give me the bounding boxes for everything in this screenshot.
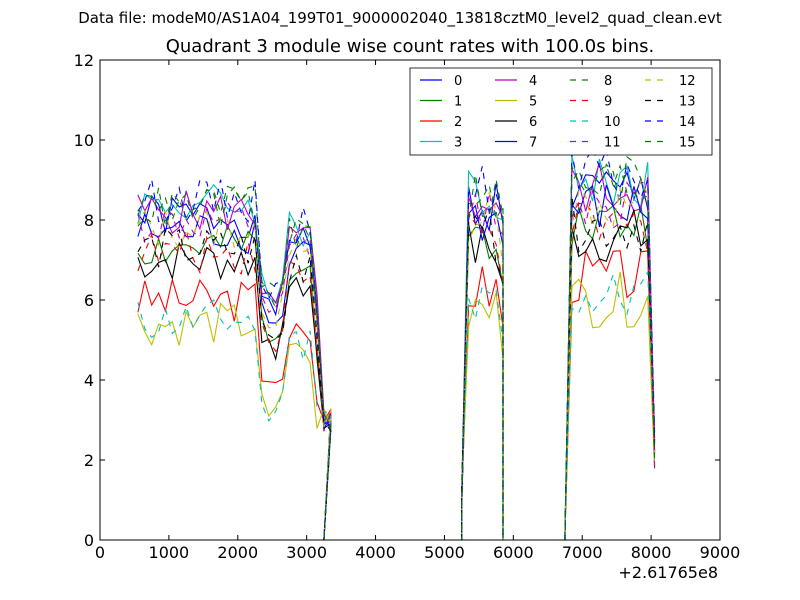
series-line-1 xyxy=(137,204,656,540)
legend-label-5: 5 xyxy=(529,95,537,110)
legend-label-3: 3 xyxy=(454,136,462,151)
x-tick-label: 6000 xyxy=(493,543,534,562)
legend-label-13: 13 xyxy=(679,95,696,110)
y-tick-label: 12 xyxy=(74,51,94,70)
legend-label-8: 8 xyxy=(604,74,612,89)
series-line-9 xyxy=(137,202,656,540)
legend-box xyxy=(409,67,713,156)
y-tick-label: 10 xyxy=(74,131,94,150)
legend-label-14: 14 xyxy=(679,115,696,130)
legend-label-6: 6 xyxy=(529,115,537,130)
y-tick-label: 4 xyxy=(84,371,94,390)
y-tick-label: 6 xyxy=(84,291,94,310)
x-tick-label: 1000 xyxy=(149,543,190,562)
series-line-12 xyxy=(137,179,656,540)
legend-label-4: 4 xyxy=(529,74,537,89)
y-tick-label: 0 xyxy=(84,531,94,550)
x-tick-label: 0 xyxy=(95,543,105,562)
x-tick-label: 5000 xyxy=(424,543,465,562)
legend-label-12: 12 xyxy=(679,74,696,89)
series-line-6 xyxy=(137,208,656,540)
series-line-13 xyxy=(137,196,656,540)
y-tick-label: 8 xyxy=(84,211,94,230)
series-line-2 xyxy=(137,249,656,540)
axis-ticks: 0 1000 2000 3000 4000 5000 6000 7000 8000 9000 0 2 4… xyxy=(74,51,741,562)
x-tick-label: 7000 xyxy=(562,543,603,562)
x-tick-label: 4000 xyxy=(355,543,396,562)
chart-title: Quadrant 3 module wise count rates with … xyxy=(165,36,655,57)
legend-label-9: 9 xyxy=(604,95,612,110)
legend-label-1: 1 xyxy=(454,95,462,110)
legend-label-11: 11 xyxy=(604,136,621,151)
series-line-4 xyxy=(137,162,656,540)
legend-label-7: 7 xyxy=(529,136,537,151)
legend-label-2: 2 xyxy=(454,115,462,130)
series-line-5 xyxy=(137,272,656,540)
series-line-10 xyxy=(137,270,656,540)
plot-lines xyxy=(137,147,656,540)
y-tick-label: 2 xyxy=(84,451,94,470)
legend-label-10: 10 xyxy=(604,115,621,130)
x-tick-label: 9000 xyxy=(700,543,741,562)
x-tick-label: 2000 xyxy=(217,543,258,562)
legend-label-0: 0 xyxy=(454,74,462,89)
legend-label-15: 15 xyxy=(679,136,696,151)
figure-suptitle: Data file: modeM0/AS1A04_199T01_90000020… xyxy=(78,9,722,27)
x-tick-label: 8000 xyxy=(631,543,672,562)
x-axis-offset-label: +2.61765e8 xyxy=(618,563,718,582)
series-line-0 xyxy=(137,170,656,540)
series-line-15 xyxy=(137,164,656,540)
x-tick-label: 3000 xyxy=(286,543,327,562)
